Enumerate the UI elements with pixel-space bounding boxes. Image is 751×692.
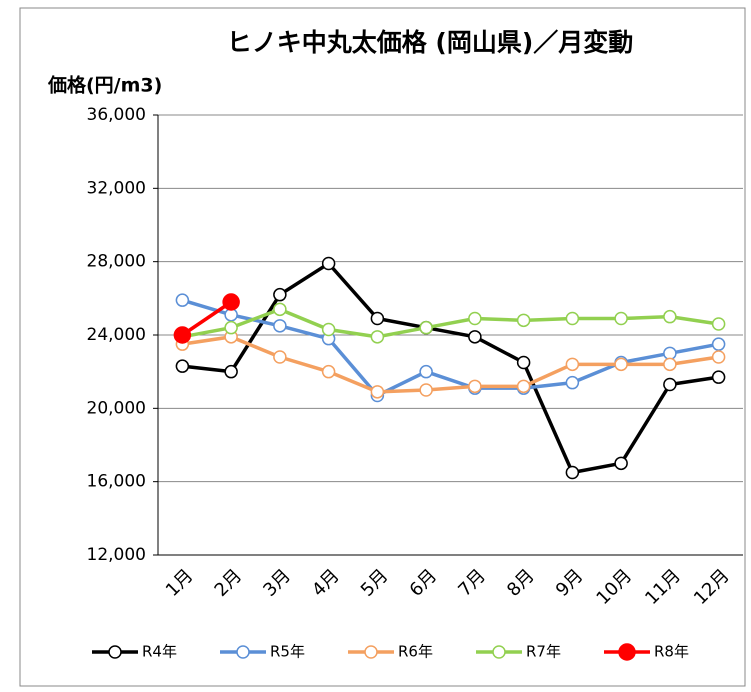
data-point — [663, 377, 677, 392]
data-point — [175, 293, 190, 307]
y-tick-label: 24,000 — [87, 325, 146, 345]
data-point — [419, 320, 433, 335]
chart-border — [19, 7, 746, 687]
data-point — [711, 350, 726, 364]
series-line — [182, 261, 719, 475]
series-line — [182, 307, 719, 339]
series-line — [182, 335, 719, 394]
y-tick-label: 20,000 — [87, 398, 146, 418]
y-tick-label: 28,000 — [87, 252, 146, 272]
y-tick-label: 32,000 — [87, 178, 146, 198]
legend-marker — [364, 645, 378, 659]
data-point — [565, 465, 580, 480]
data-point — [224, 364, 238, 379]
legend-label: R4年 — [142, 643, 177, 661]
legend-label: R5年 — [270, 643, 305, 661]
data-point — [711, 317, 726, 331]
data-point — [224, 320, 238, 335]
legend-label: R7年 — [526, 643, 561, 661]
data-point — [321, 322, 336, 337]
data-point — [663, 357, 677, 372]
data-point — [370, 330, 385, 344]
y-tick-label: 16,000 — [87, 472, 146, 492]
data-point — [565, 357, 580, 372]
data-point — [370, 385, 385, 399]
data-point — [516, 355, 531, 370]
data-point — [711, 370, 726, 384]
data-point — [273, 302, 287, 317]
data-point — [273, 287, 287, 302]
data-point — [663, 346, 677, 361]
data-point — [711, 337, 726, 351]
data-point — [516, 379, 531, 394]
legend-label: R8年 — [654, 643, 689, 661]
data-point — [222, 293, 240, 311]
data-point — [173, 326, 192, 344]
data-point — [614, 456, 628, 471]
data-point — [273, 350, 287, 364]
data-point — [468, 311, 482, 326]
chart-title: ヒノキ中丸太価格 (岡山県)／月変動 — [227, 28, 634, 57]
legend-marker — [492, 645, 506, 659]
data-point — [468, 379, 482, 394]
legend-marker — [618, 643, 636, 661]
data-point — [370, 311, 385, 326]
data-point — [419, 383, 433, 397]
data-point — [321, 256, 336, 271]
data-point — [321, 364, 336, 379]
series-line — [181, 298, 719, 398]
series-line — [181, 300, 233, 337]
legend-marker — [108, 645, 122, 659]
data-point — [565, 311, 580, 326]
data-point — [516, 313, 531, 328]
data-point — [565, 375, 580, 390]
legend-label: R6年 — [398, 643, 433, 661]
data-point — [273, 319, 287, 333]
data-point — [175, 359, 190, 373]
y-axis-label: 価格(円/m3) — [47, 74, 162, 97]
data-point — [614, 357, 628, 372]
data-point — [419, 364, 433, 379]
y-tick-label: 36,000 — [87, 105, 146, 125]
y-tick-label: 12,000 — [87, 545, 146, 565]
data-point — [468, 330, 482, 344]
legend-marker — [236, 645, 250, 659]
data-point — [614, 311, 628, 326]
data-point — [663, 309, 677, 324]
